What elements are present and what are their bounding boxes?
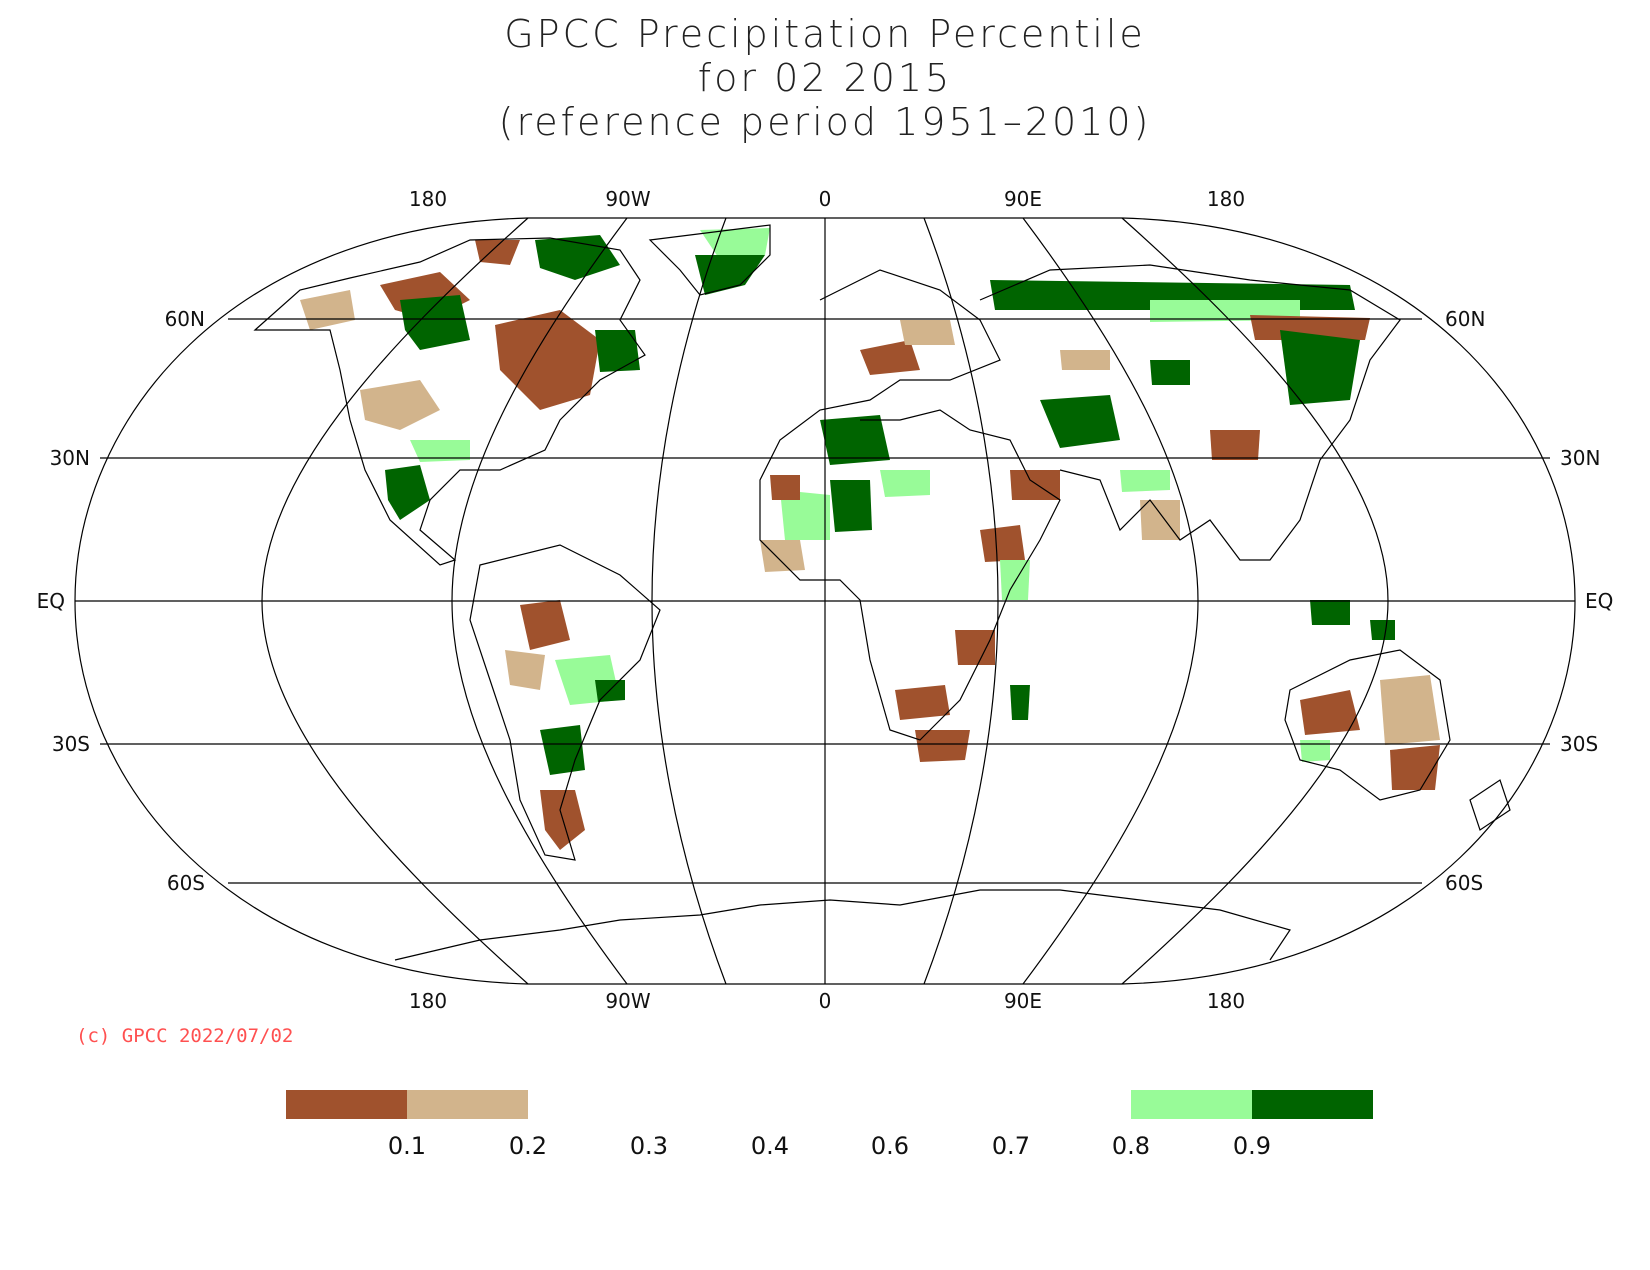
legend-label-0.1: 0.1 xyxy=(387,1132,427,1160)
patch xyxy=(1140,500,1180,540)
patch xyxy=(595,680,625,702)
patch xyxy=(1060,350,1110,370)
meridian-45e xyxy=(923,217,999,985)
lat-label-right-30n: 30N xyxy=(1560,446,1600,470)
patch xyxy=(410,440,470,462)
map-title-line-3: (reference period 1951–2010) xyxy=(498,100,1152,144)
patch xyxy=(895,685,950,720)
meridian-90e xyxy=(1022,217,1199,985)
patch xyxy=(980,525,1025,562)
coast-greenland xyxy=(648,224,771,296)
patch xyxy=(1370,620,1395,640)
legend-label-0.2: 0.2 xyxy=(508,1132,548,1160)
patch xyxy=(535,235,620,280)
legend-swatch-very-dry xyxy=(286,1090,407,1119)
coast-asia xyxy=(979,264,1401,561)
lat-label-right-30s: 30S xyxy=(1560,732,1598,756)
axis-labels: 180 90W 0 90E 180 180 90W 0 90E 180 60N … xyxy=(37,187,1614,1013)
lon-label-top-180w: 180 xyxy=(409,187,447,211)
lon-label-top-180e: 180 xyxy=(1207,187,1245,211)
patch xyxy=(1310,600,1350,625)
patch xyxy=(475,240,520,265)
coast-europe-africa xyxy=(759,269,1061,741)
patch xyxy=(1120,470,1170,492)
coast-australia xyxy=(1284,649,1451,801)
lon-label-bottom-180e: 180 xyxy=(1207,989,1245,1013)
patch xyxy=(770,475,800,500)
legend-label-0.3: 0.3 xyxy=(629,1132,669,1160)
coast-antarctica xyxy=(394,889,1291,961)
lat-label-left-60n: 60N xyxy=(165,307,205,331)
precipitation-patches xyxy=(300,228,1440,850)
patch xyxy=(400,295,470,350)
coast-north-america xyxy=(253,237,646,566)
patch xyxy=(1150,360,1190,385)
patch xyxy=(520,600,570,650)
meridian-90w xyxy=(451,217,628,985)
lon-label-bottom-90e: 90E xyxy=(1004,989,1042,1013)
lon-label-top-90w: 90W xyxy=(605,187,650,211)
lon-label-bottom-0: 0 xyxy=(819,989,832,1013)
map-title-line-1: GPCC Precipitation Percentile xyxy=(504,12,1146,56)
lat-label-left-30s: 30S xyxy=(52,732,90,756)
patch xyxy=(820,415,890,465)
patch xyxy=(360,380,440,430)
coastlines xyxy=(253,224,1511,961)
patch xyxy=(780,490,830,540)
graticule xyxy=(74,217,1576,985)
patch xyxy=(495,310,600,410)
legend-label-0.4: 0.4 xyxy=(750,1132,790,1160)
patch xyxy=(1390,745,1440,790)
patch xyxy=(1300,690,1360,735)
lat-label-right-60s: 60S xyxy=(1445,871,1483,895)
patch xyxy=(900,320,955,345)
lat-label-left-eq: EQ xyxy=(37,589,65,613)
patch xyxy=(955,630,995,665)
patch xyxy=(385,465,430,520)
patch xyxy=(695,255,765,295)
legend-swatch-dry xyxy=(407,1090,528,1119)
lon-label-bottom-180w: 180 xyxy=(409,989,447,1013)
patch xyxy=(1210,430,1260,460)
patch xyxy=(300,290,355,330)
coast-south-america xyxy=(469,544,661,861)
map-title-line-2: for 02 2015 xyxy=(697,56,953,100)
patch xyxy=(1300,740,1330,762)
legend-swatch-wet xyxy=(1131,1090,1252,1119)
lon-label-bottom-90w: 90W xyxy=(605,989,650,1013)
legend-label-0.8: 0.8 xyxy=(1111,1132,1151,1160)
copyright-note: (c) GPCC 2022/07/02 xyxy=(76,1025,294,1047)
world-map: 180 90W 0 90E 180 180 90W 0 90E 180 60N … xyxy=(37,187,1614,1013)
lat-label-right-60n: 60N xyxy=(1445,307,1485,331)
patch xyxy=(860,340,920,375)
legend-label-0.7: 0.7 xyxy=(991,1132,1031,1160)
meridian-45w xyxy=(651,217,727,985)
patch xyxy=(880,470,930,497)
patch xyxy=(700,228,770,260)
patch xyxy=(505,650,545,690)
patch xyxy=(1000,560,1030,600)
legend-swatch-very-wet xyxy=(1252,1090,1373,1119)
coast-new-zealand xyxy=(1469,779,1511,831)
patch xyxy=(595,330,640,372)
patch xyxy=(830,480,872,532)
lon-label-top-0: 0 xyxy=(819,187,832,211)
meridian-135e xyxy=(1121,217,1389,985)
lat-label-left-60s: 60S xyxy=(167,871,205,895)
patch xyxy=(1010,685,1030,720)
legend-label-0.9: 0.9 xyxy=(1232,1132,1272,1160)
lat-label-left-30n: 30N xyxy=(50,446,90,470)
patch xyxy=(915,730,970,762)
patch xyxy=(1250,315,1370,340)
patch xyxy=(1280,330,1360,405)
lon-label-top-90e: 90E xyxy=(1004,187,1042,211)
lat-label-right-eq: EQ xyxy=(1585,589,1613,613)
patch xyxy=(1380,675,1440,745)
patch xyxy=(1010,470,1060,500)
meridian-135w xyxy=(261,217,529,985)
legend-label-0.6: 0.6 xyxy=(870,1132,910,1160)
patch xyxy=(540,725,585,775)
patch xyxy=(760,540,805,572)
patch xyxy=(1040,395,1120,448)
